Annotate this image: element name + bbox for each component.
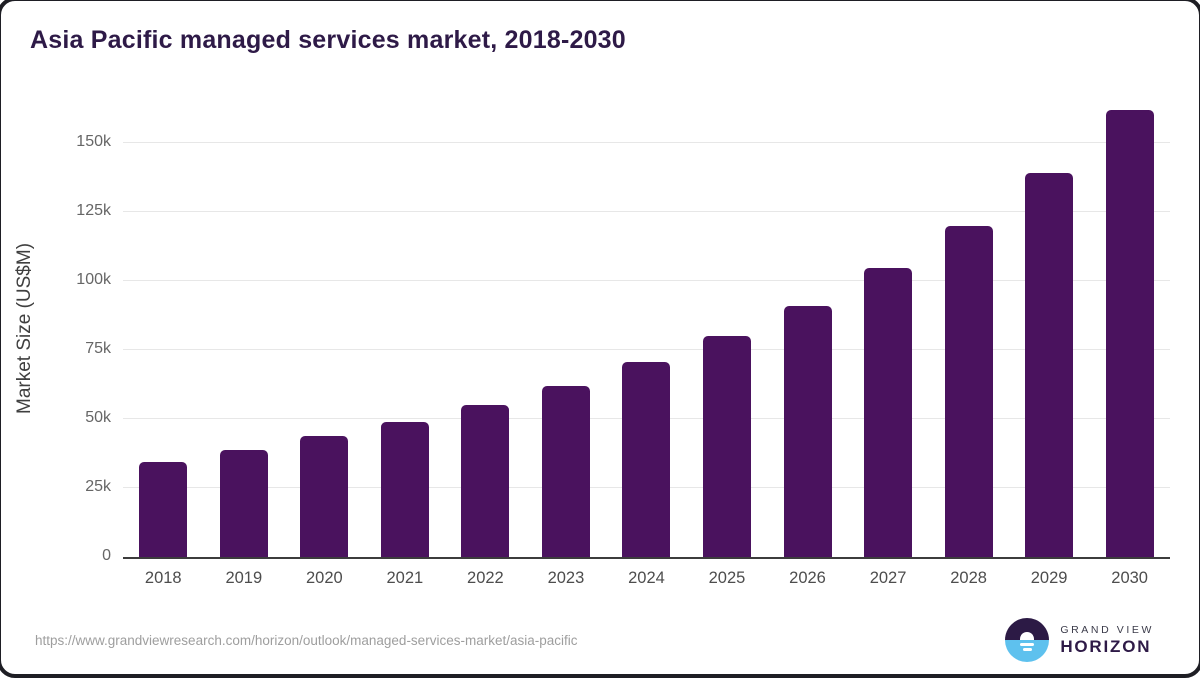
bar-slot-2019 [204,100,285,557]
gridline-100k [123,279,1170,281]
y-tick-label: 125k [76,201,111,219]
bar-2023[interactable] [541,385,590,557]
y-tick-label: 50k [85,408,111,426]
bar-2024[interactable] [622,362,671,557]
bar-2028[interactable] [944,225,993,557]
x-tick-label: 2020 [305,569,343,587]
x-tick-label: 2022 [467,569,504,587]
y-tick-label: 75k [85,339,111,357]
gridline-150k [123,141,1170,143]
bar-slot-2018 [123,100,204,557]
logo-text-horizon: HORIZON [1060,637,1152,657]
logo-text: GRAND VIEW HORIZON [1060,625,1154,656]
x-tick-label: 2019 [225,569,263,587]
bar-slot-2022 [445,100,526,557]
y-tick-label: 100k [76,270,111,288]
x-axis-tick-labels: 2018 2019 2020 2021 2022 2023 2024 2025 2026 2027… [123,569,1170,588]
y-axis-title: Market Size (US$M) [14,242,35,415]
logo-text-grand-view: GRAND VIEW [1060,623,1154,636]
grand-view-horizon-logo: GRAND VIEW HORIZON [1005,618,1154,662]
x-tick-label: 2025 [708,569,746,587]
horizon-line-1 [1020,643,1035,646]
bar-2030[interactable] [1105,109,1154,557]
x-tick-label: 2030 [1111,569,1148,587]
bar-slot-2025 [687,100,768,557]
bar-slot-2023 [526,100,607,557]
x-tick-label: 2028 [950,569,987,587]
bar-2021[interactable] [380,422,429,557]
gridline-125k [123,210,1170,212]
gridline-75k [123,348,1170,350]
y-tick-label: 150k [76,132,111,150]
bar-2019[interactable] [219,449,268,557]
bar-2020[interactable] [300,436,349,557]
bar-slot-2030 [1089,100,1170,557]
source-url: https://www.grandviewresearch.com/horizo… [35,633,578,648]
bar-slot-2029 [1009,100,1090,557]
bar-slot-2021 [365,100,446,557]
bar-2025[interactable] [702,336,751,557]
bar-slot-2026 [767,100,848,557]
x-tick-label: 2027 [869,569,907,587]
bar-2018[interactable] [139,461,188,557]
plot-area: 0 25k 50k 75k 100k 125k 150k [76,100,1170,564]
bar-slot-2028 [928,100,1009,557]
x-tick-label: 2021 [386,569,424,587]
bar-slot-2020 [284,100,365,557]
sun-shape [1020,632,1035,640]
x-tick-label: 2023 [547,569,585,587]
bar-slot-2027 [848,100,929,557]
bar-2027[interactable] [864,268,913,557]
chart-title: Asia Pacific managed services market, 20… [30,26,626,54]
x-tick-label: 2018 [144,569,182,587]
bar-series [123,100,1170,557]
x-tick-label: 2029 [1030,569,1068,587]
bar-2029[interactable] [1025,173,1074,557]
y-tick-label: 0 [102,547,111,564]
bar-2022[interactable] [461,405,510,557]
bar-2026[interactable] [783,305,832,557]
bar-slot-2024 [606,100,687,557]
horizon-sunrise-icon [1005,618,1050,662]
x-tick-label: 2024 [628,569,665,587]
y-tick-label: 25k [85,478,111,495]
horizon-line-2 [1022,648,1032,651]
x-tick-label: 2026 [789,569,826,587]
